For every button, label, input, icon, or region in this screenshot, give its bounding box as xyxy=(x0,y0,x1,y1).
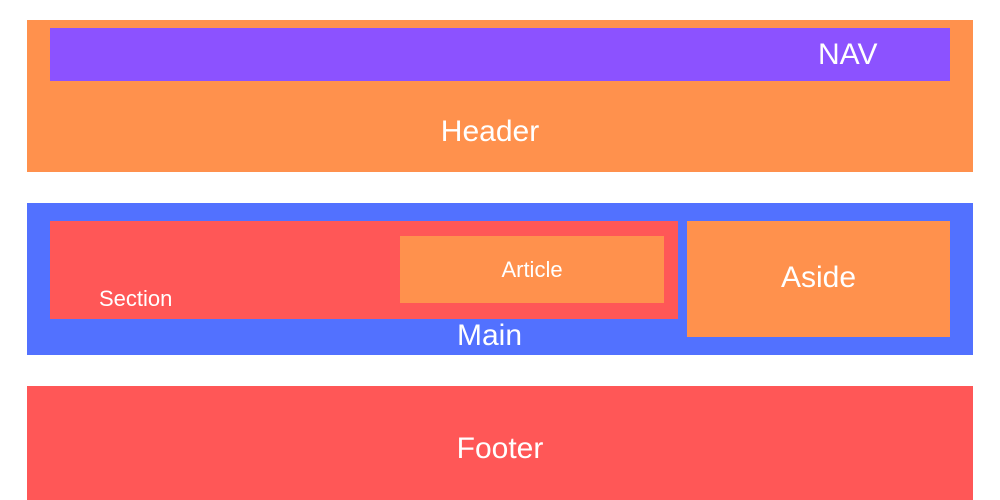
article-box xyxy=(400,236,664,303)
nav-box xyxy=(50,28,950,81)
aside-box xyxy=(687,221,950,337)
aside-label: Aside xyxy=(780,261,857,294)
footer-box xyxy=(27,386,973,500)
article-label: Article xyxy=(501,257,563,282)
nav-label: NAV xyxy=(818,38,878,71)
section-label: Section xyxy=(99,286,173,311)
footer-label: Footer xyxy=(456,432,544,465)
main-label: Main xyxy=(456,319,523,352)
header-label: Header xyxy=(440,115,540,148)
